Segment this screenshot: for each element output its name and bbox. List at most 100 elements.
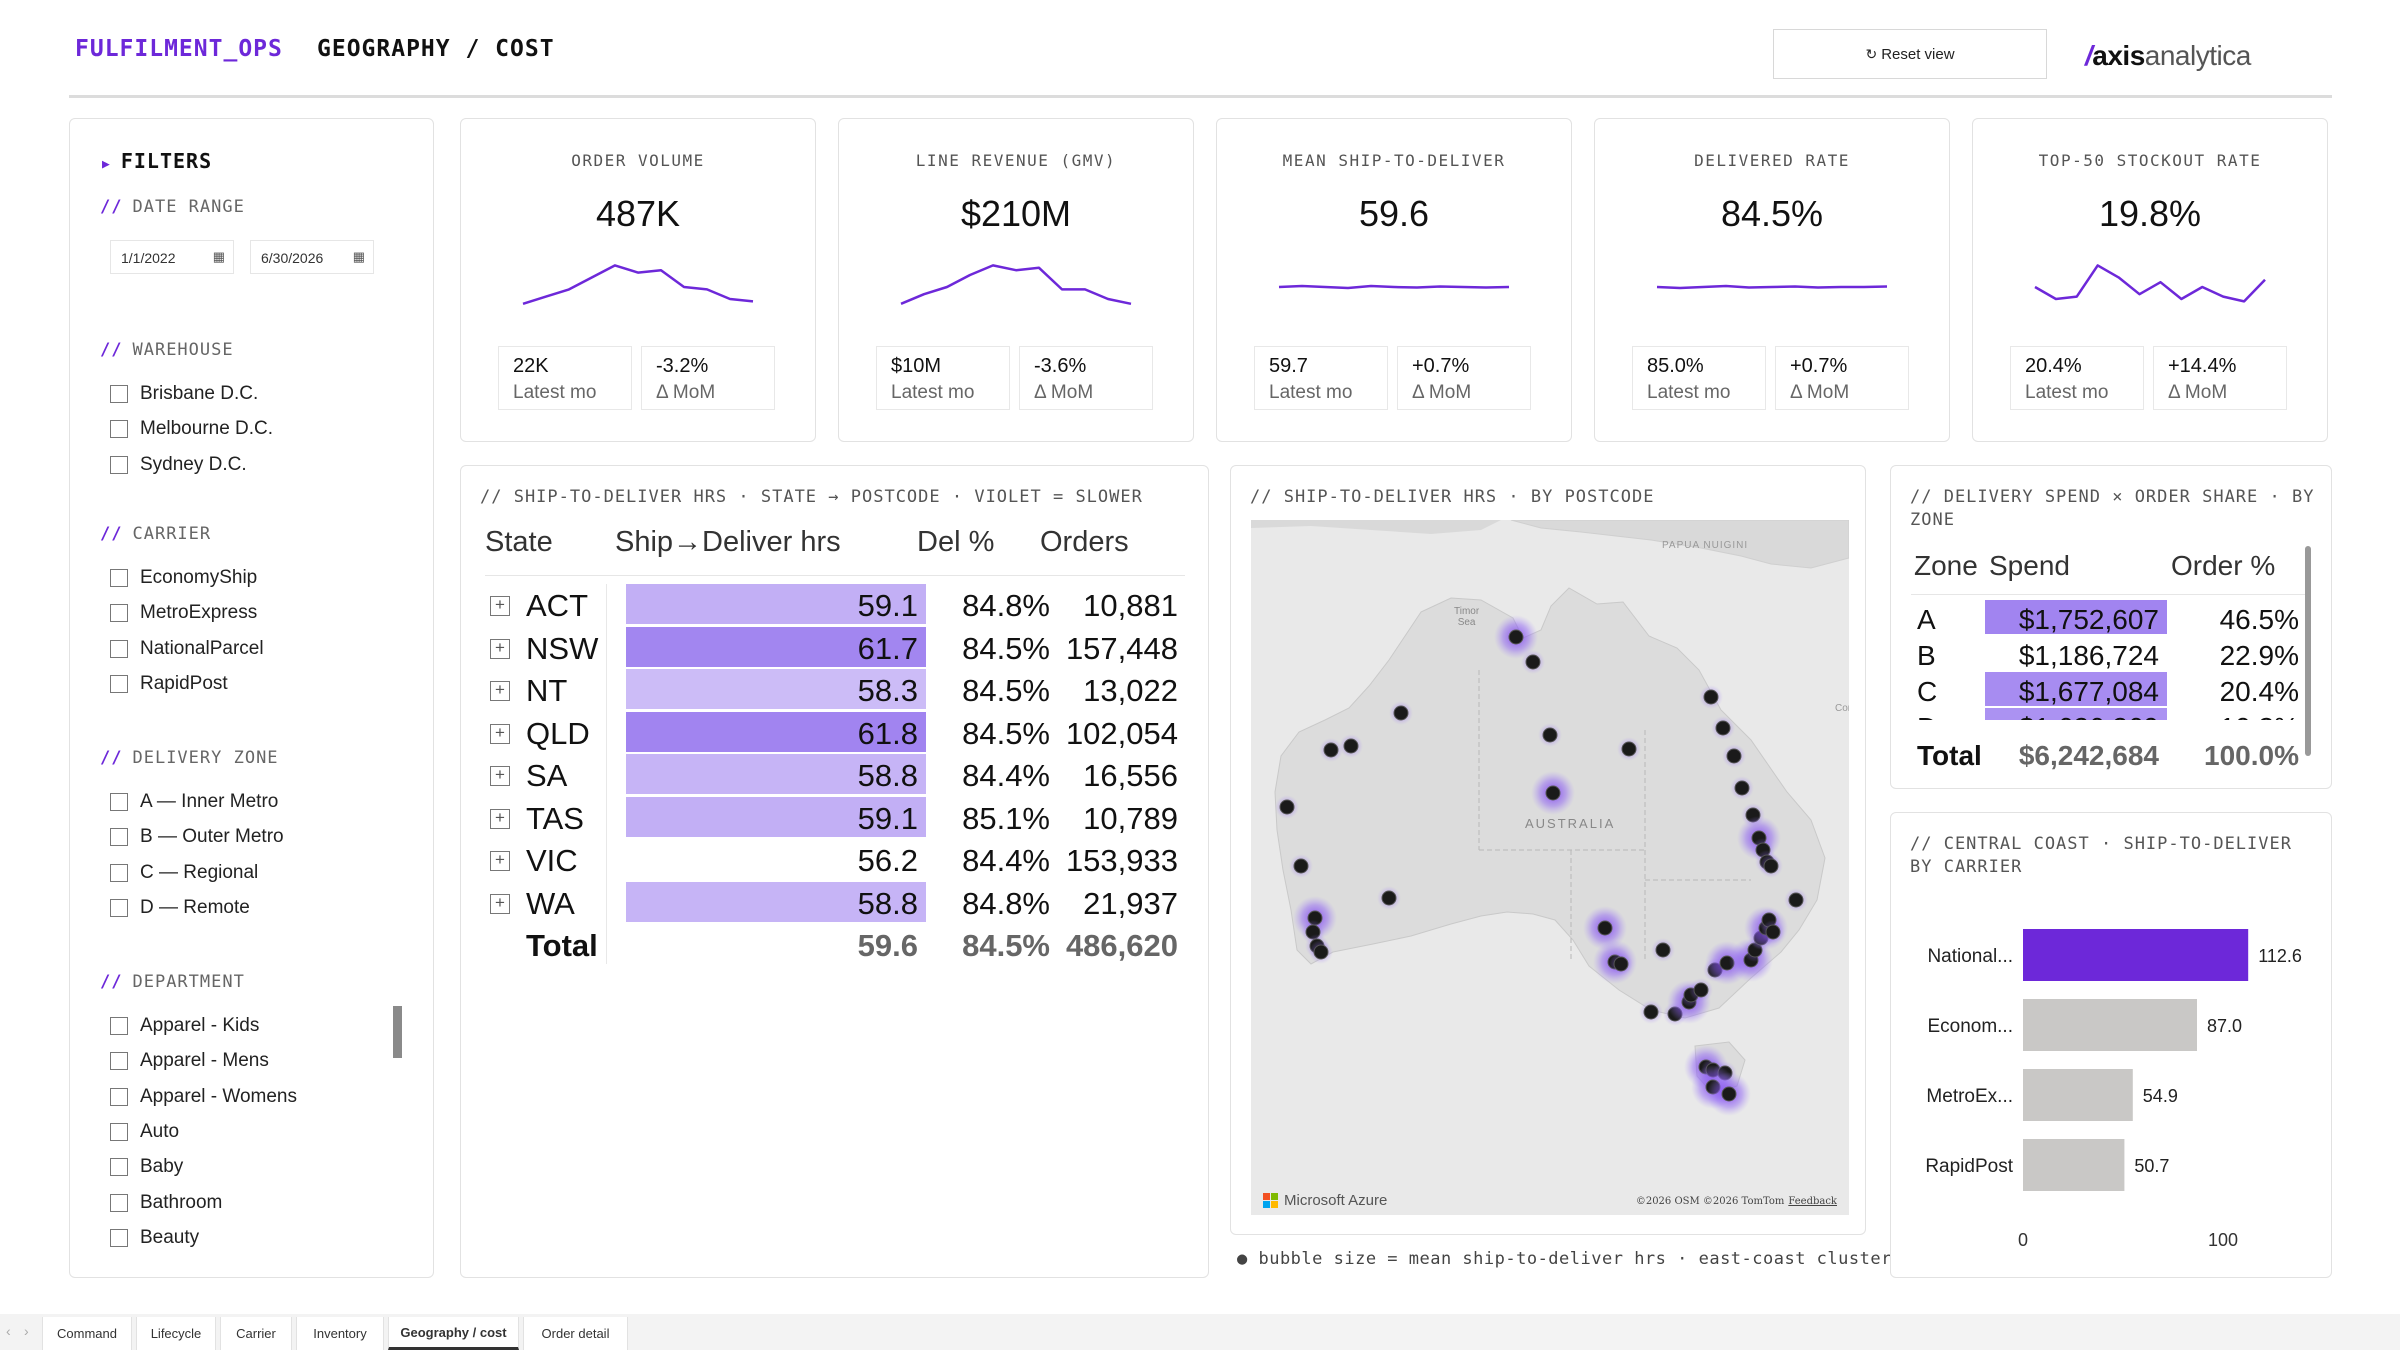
checkbox[interactable] [110, 639, 128, 658]
carrier-option[interactable]: NationalParcel [110, 638, 264, 660]
expand-icon[interactable]: + [490, 766, 510, 786]
table-row[interactable]: + TAS 59.1 85.1% 10,789 [480, 796, 1180, 839]
expand-icon[interactable]: + [490, 851, 510, 871]
checkbox[interactable] [110, 828, 128, 847]
checkbox[interactable] [110, 604, 128, 623]
map-bubble [1381, 890, 1397, 906]
expand-icon[interactable]: + [490, 596, 510, 616]
table-row[interactable]: + WA 58.8 84.8% 21,937 [480, 881, 1180, 924]
checkbox[interactable] [110, 1052, 128, 1071]
warehouse-option[interactable]: Sydney D.C. [110, 454, 247, 476]
filters-title[interactable]: ▶ FILTERS [102, 149, 213, 173]
table-row[interactable]: + ACT 59.1 84.8% 10,881 [480, 584, 1180, 626]
checkbox[interactable] [110, 1158, 128, 1177]
expand-icon[interactable]: + [490, 638, 510, 659]
total-label: Total [526, 928, 598, 963]
department-option[interactable]: Beauty [110, 1227, 199, 1249]
table-row[interactable]: A $1,752,607 46.5% [1911, 600, 2301, 636]
tab-carrier[interactable]: Carrier [220, 1317, 292, 1350]
orders-value: 10,789 [1083, 800, 1178, 836]
total-orders: 486,620 [1065, 928, 1178, 963]
orders-value: 13,022 [1083, 673, 1178, 708]
checkbox[interactable] [110, 420, 128, 439]
tab-prev-icon[interactable]: ‹ [6, 1323, 11, 1339]
warehouse-option[interactable]: Melbourne D.C. [110, 418, 273, 440]
zone-table-scrollbar[interactable] [2305, 546, 2311, 756]
carrier-bar[interactable] [2023, 999, 2197, 1051]
col-header-del[interactable]: Del % [917, 526, 995, 558]
checkbox[interactable] [110, 455, 128, 474]
map-bubble [1343, 738, 1359, 754]
table-row[interactable]: + SA 58.8 84.4% 16,556 [480, 754, 1180, 796]
kpi-card: ORDER VOLUME 487K 22K Latest mo -3.2% Δ MoM [460, 118, 816, 442]
col-header-spend[interactable]: Spend [1989, 550, 2070, 581]
carrier-option[interactable]: MetroExpress [110, 602, 257, 624]
table-row[interactable]: + NT 58.3 84.5% 13,022 [480, 669, 1180, 711]
checkbox[interactable] [110, 674, 128, 693]
kpi-mom-label: Δ MoM [1034, 382, 1094, 403]
department-option[interactable]: Apparel - Womens [110, 1086, 297, 1108]
col-header-hrs[interactable]: Ship→Deliver hrs [615, 526, 841, 558]
checkbox[interactable] [110, 1017, 128, 1035]
checkbox[interactable] [110, 569, 128, 587]
table-row[interactable]: + NSW 61.7 84.5% 157,448 [480, 626, 1180, 669]
kpi-latest-label: Latest mo [2025, 382, 2109, 403]
expand-icon[interactable]: + [490, 808, 510, 829]
expand-icon[interactable]: + [490, 893, 510, 914]
zone-option[interactable]: D — Remote [110, 897, 250, 919]
tab-order-detail[interactable]: Order detail [523, 1317, 628, 1350]
checkbox[interactable] [110, 385, 128, 403]
table-row[interactable]: D $1,626,269 10.3% [1911, 708, 2301, 720]
expand-icon[interactable]: + [490, 681, 510, 701]
checkbox[interactable] [110, 1228, 128, 1247]
kpi-value: $210M [960, 193, 1072, 234]
col-header-zone[interactable]: Zone [1914, 550, 1978, 581]
table-row[interactable]: C $1,677,084 20.4% [1911, 672, 2301, 708]
tab-command[interactable]: Command [42, 1317, 132, 1350]
checkbox[interactable] [110, 863, 128, 882]
checkbox[interactable] [110, 898, 128, 917]
start-date-input[interactable]: 1/1/2022 ▦ [110, 240, 234, 274]
postcode-map-card: // SHIP-TO-DELIVER HRS · BY POSTCODE PAP… [1230, 465, 1866, 1235]
expand-icon[interactable]: + [490, 723, 510, 744]
table-row[interactable]: + VIC 56.2 84.4% 153,933 [480, 839, 1180, 881]
col-header-orders[interactable]: Orders [1040, 526, 1129, 558]
col-header-state[interactable]: State [485, 526, 553, 558]
zone-option[interactable]: B — Outer Metro [110, 826, 284, 848]
carrier-bar[interactable] [2023, 1139, 2125, 1191]
map-feedback-link[interactable]: Feedback [1788, 1196, 1837, 1207]
warehouse-option[interactable]: Brisbane D.C. [110, 383, 258, 405]
department-option[interactable]: Auto [110, 1121, 179, 1143]
tab-next-icon[interactable]: › [24, 1323, 29, 1339]
department-option[interactable]: Baby [110, 1156, 183, 1178]
end-date-input[interactable]: 6/30/2026 ▦ [250, 240, 374, 274]
table-row[interactable]: + QLD 61.8 84.5% 102,054 [480, 711, 1180, 754]
hrs-value: 58.8 [857, 885, 918, 921]
checkbox[interactable] [110, 1087, 128, 1106]
zone-spend-card: // DELIVERY SPEND × ORDER SHARE · BY ZON… [1890, 465, 2332, 789]
checkbox[interactable] [110, 793, 128, 811]
department-option[interactable]: Apparel - Kids [110, 1015, 259, 1037]
tab-inventory[interactable]: Inventory [296, 1317, 384, 1350]
zone-option[interactable]: C — Regional [110, 862, 258, 884]
carrier-bar[interactable] [2023, 1069, 2133, 1121]
tab-geography-cost[interactable]: Geography / cost [388, 1317, 519, 1350]
carrier-bar[interactable] [2023, 929, 2249, 981]
checkbox[interactable] [110, 1122, 128, 1141]
zone-option[interactable]: A — Inner Metro [110, 791, 278, 813]
reset-view-button[interactable]: ↻ Reset view [1773, 29, 2047, 79]
kpi-card: DELIVERED RATE 84.5% 85.0% Latest mo +0.7% Δ … [1594, 118, 1950, 442]
department-option[interactable]: Apparel - Mens [110, 1050, 269, 1072]
sparkline-path [900, 264, 1132, 306]
state-name: VIC [526, 843, 578, 878]
checkbox[interactable] [110, 1193, 128, 1212]
col-header-order-pct[interactable]: Order % [2171, 550, 2276, 581]
carrier-option[interactable]: EconomyShip [110, 567, 257, 589]
tab-lifecycle[interactable]: Lifecycle [136, 1317, 216, 1350]
filters-scrollbar[interactable] [393, 1006, 402, 1058]
brand-logo: /axisanalytica [2085, 40, 2251, 71]
table-row[interactable]: B $1,186,724 22.9% [1911, 636, 2301, 672]
department-option[interactable]: Bathroom [110, 1192, 222, 1214]
carrier-option[interactable]: RapidPost [110, 673, 228, 695]
